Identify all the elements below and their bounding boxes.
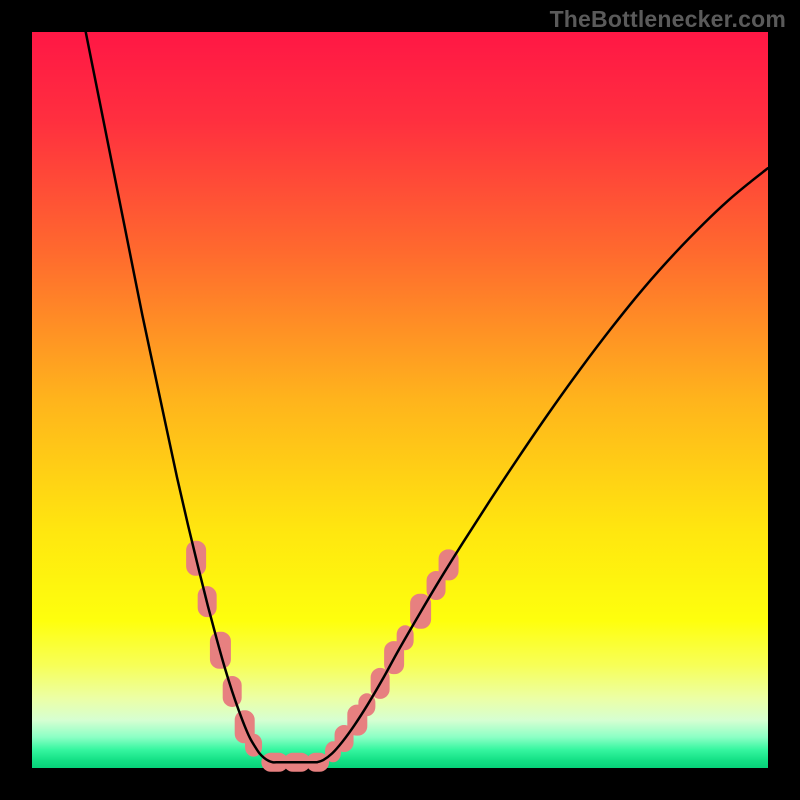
curve-svg	[32, 32, 768, 768]
curve-left	[86, 32, 277, 762]
watermark-text: TheBottlenecker.com	[550, 6, 786, 33]
markers-group	[187, 541, 458, 771]
chart-root: TheBottlenecker.com	[0, 0, 800, 800]
plot-area	[32, 32, 768, 768]
